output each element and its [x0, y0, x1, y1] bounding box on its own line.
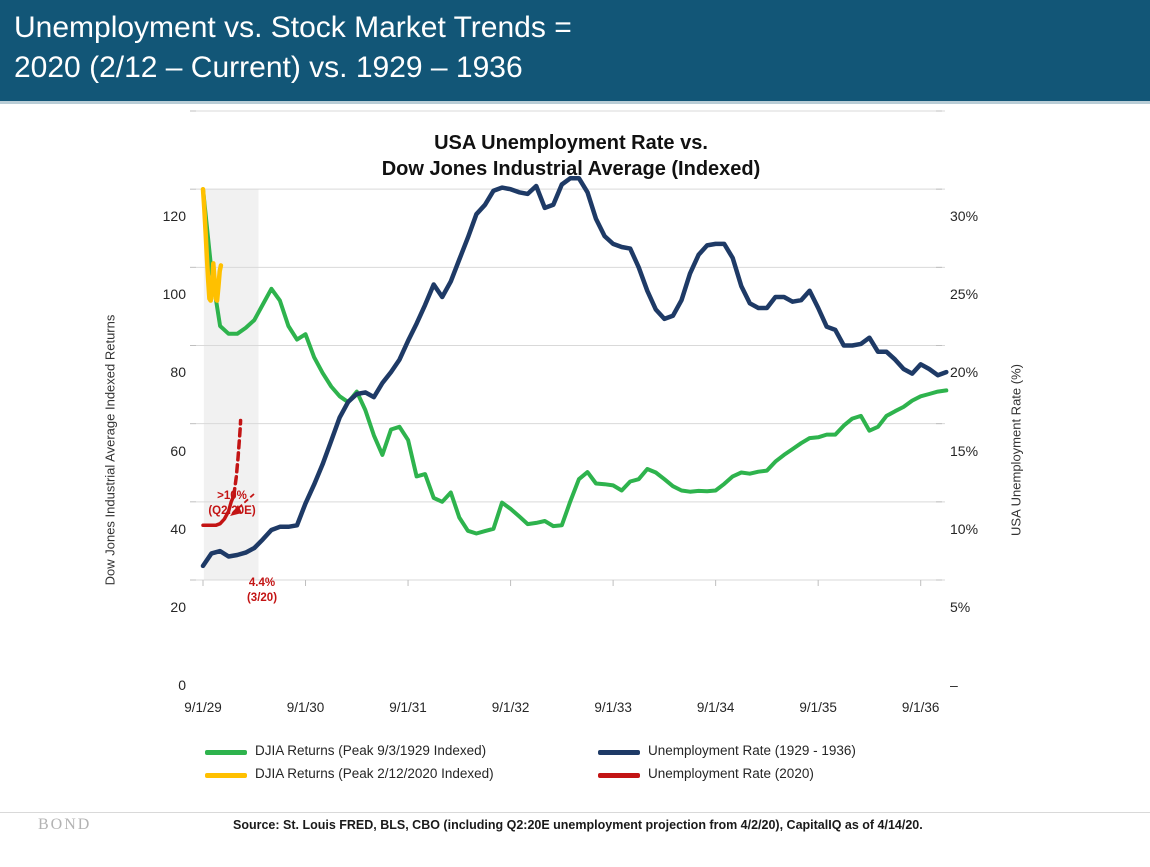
slide-title: Unemployment vs. Stock Market Trends = 2…: [14, 8, 572, 88]
x-axis-tick: 9/1/33: [594, 700, 632, 715]
footer-divider: [0, 812, 1150, 813]
right-axis-tick: 5%: [950, 598, 971, 615]
left-axis-tick: 120: [162, 208, 186, 224]
legend-label: DJIA Returns (Peak 2/12/2020 Indexed): [255, 766, 494, 781]
x-axis-tick: 9/1/30: [286, 700, 325, 715]
right-axis-tick: 30%: [950, 208, 979, 224]
header-divider: [0, 101, 1150, 104]
series-line: [201, 187, 949, 536]
left-axis-tick: 20: [170, 598, 186, 615]
chart-title-line2: Dow Jones Industrial Average (Indexed): [381, 158, 761, 180]
annotation-arrow: [233, 493, 255, 513]
right-axis-tick: 10%: [950, 520, 979, 537]
bond-logo: BOND: [38, 816, 92, 833]
left-axis-tick: 0: [178, 677, 186, 693]
left-axis-tick: 100: [162, 286, 186, 303]
slide-title-line1: Unemployment vs. Stock Market Trends =: [14, 11, 572, 44]
chart-title-line1: USA Unemployment Rate vs.: [434, 132, 708, 154]
right-axis-title: USA Unemployment Rate (%): [1008, 364, 1024, 536]
series-line: [200, 175, 949, 569]
chart-title: USA Unemployment Rate vs. Dow Jones Indu…: [196, 130, 946, 182]
series-line: [232, 418, 243, 498]
series-line: [201, 493, 236, 528]
x-axis-tick: 9/1/34: [696, 700, 735, 715]
right-axis-tick: –: [950, 677, 958, 693]
series-line: [200, 186, 224, 303]
shaded-band-2020-window: [203, 189, 259, 580]
x-axis-tick: 9/1/36: [901, 700, 940, 715]
x-axis-tick: 9/1/35: [799, 700, 837, 715]
legend-label: Unemployment Rate (1929 - 1936): [648, 743, 856, 758]
legend-label: DJIA Returns (Peak 9/3/1929 Indexed): [255, 743, 487, 758]
left-axis-tick: 60: [170, 442, 186, 459]
source-note: Source: St. Louis FRED, BLS, CBO (includ…: [233, 818, 923, 832]
right-axis-tick: 25%: [950, 286, 979, 303]
annotation-march-2020-rate: 4.4% (3/20): [246, 577, 278, 604]
legend-label: Unemployment Rate (2020): [648, 766, 814, 781]
left-axis-tick: 40: [170, 520, 186, 537]
x-axis-tick: 9/1/29: [184, 700, 222, 715]
legend-swatch: [598, 750, 640, 755]
right-axis-tick: 15%: [950, 442, 979, 459]
x-axis-tick: 9/1/31: [389, 700, 427, 715]
slide-title-line2: 2020 (2/12 – Current) vs. 1929 – 1936: [14, 51, 523, 84]
left-axis-tick: 80: [170, 364, 186, 381]
legend-swatch: [205, 750, 247, 755]
right-axis-tick: 20%: [950, 364, 979, 381]
annotation-q2-2020-projection: >10% (Q2:20E): [208, 490, 256, 517]
x-axis-tick: 9/1/32: [491, 700, 530, 715]
legend-swatch: [598, 773, 640, 778]
chart-plot: [190, 110, 949, 586]
header-banner: [0, 0, 1150, 101]
legend-swatch: [205, 773, 247, 778]
annotation-arrowhead: [230, 505, 242, 516]
left-axis-title: Dow Jones Industrial Average Indexed Ret…: [102, 314, 118, 586]
